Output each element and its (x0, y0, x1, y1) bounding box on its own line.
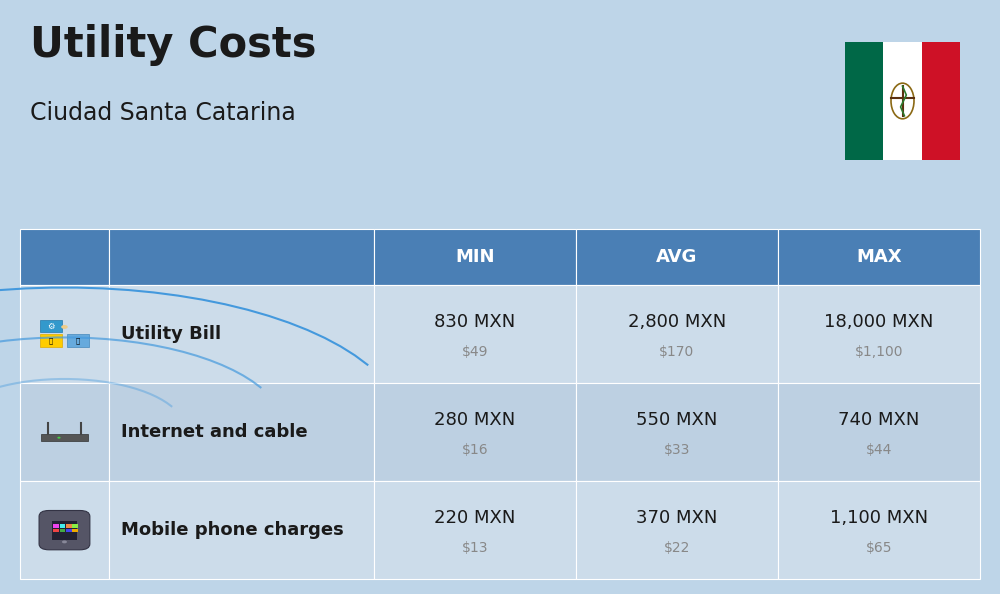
Text: 💧: 💧 (76, 337, 80, 344)
Bar (109, 481, 374, 579)
Text: 830 MXN: 830 MXN (434, 314, 515, 331)
Text: Utility Costs: Utility Costs (30, 24, 316, 66)
Bar (109, 229, 374, 285)
Circle shape (57, 437, 61, 438)
Text: $13: $13 (461, 541, 488, 555)
Text: $1,100: $1,100 (855, 345, 903, 359)
Text: $65: $65 (866, 541, 892, 555)
Text: $44: $44 (866, 443, 892, 457)
Text: 🔌: 🔌 (49, 337, 53, 344)
Text: $33: $33 (664, 443, 690, 457)
Bar (52, 521, 77, 540)
Text: Utility Bill: Utility Bill (121, 325, 221, 343)
Bar (576, 229, 778, 285)
Text: Mobile phone charges: Mobile phone charges (121, 521, 344, 539)
Bar (109, 285, 374, 383)
Bar (72, 525, 78, 527)
Bar (20, 229, 109, 285)
Circle shape (62, 541, 67, 544)
Bar (374, 229, 576, 285)
Bar (778, 481, 980, 579)
Circle shape (61, 325, 68, 329)
Bar (778, 383, 980, 481)
Text: $22: $22 (664, 541, 690, 555)
Bar (374, 383, 576, 481)
Bar (40, 334, 62, 346)
Bar (576, 285, 778, 383)
Text: 1,100 MXN: 1,100 MXN (830, 510, 928, 527)
Bar (778, 229, 980, 285)
Bar (53, 529, 59, 532)
Bar (922, 42, 960, 160)
Bar (374, 285, 576, 383)
Bar (72, 529, 78, 532)
Bar (20, 383, 109, 481)
Text: AVG: AVG (656, 248, 698, 266)
Bar (41, 434, 88, 441)
Bar (20, 285, 109, 383)
Text: Ciudad Santa Catarina: Ciudad Santa Catarina (30, 101, 296, 125)
Bar (845, 42, 883, 160)
Bar (576, 481, 778, 579)
Bar (778, 285, 980, 383)
Text: 740 MXN: 740 MXN (838, 412, 920, 429)
Bar (374, 481, 576, 579)
Bar (20, 481, 109, 579)
Text: 370 MXN: 370 MXN (636, 510, 718, 527)
Text: 18,000 MXN: 18,000 MXN (824, 314, 934, 331)
Text: $16: $16 (461, 443, 488, 457)
Text: 550 MXN: 550 MXN (636, 412, 718, 429)
Text: $170: $170 (659, 345, 694, 359)
Text: $49: $49 (461, 345, 488, 359)
Text: 2,800 MXN: 2,800 MXN (628, 314, 726, 331)
FancyBboxPatch shape (39, 510, 90, 550)
Text: Internet and cable: Internet and cable (121, 423, 308, 441)
Bar (67, 334, 89, 346)
Bar (883, 42, 922, 160)
Bar (576, 383, 778, 481)
Bar (66, 525, 72, 527)
Text: MIN: MIN (455, 248, 494, 266)
Text: 280 MXN: 280 MXN (434, 412, 515, 429)
Bar (60, 529, 65, 532)
Bar (60, 525, 65, 527)
Text: 220 MXN: 220 MXN (434, 510, 515, 527)
Bar (40, 320, 62, 333)
Bar (53, 525, 59, 527)
Bar (66, 529, 72, 532)
Bar (109, 383, 374, 481)
Text: MAX: MAX (856, 248, 902, 266)
Text: ⚙: ⚙ (47, 322, 54, 331)
